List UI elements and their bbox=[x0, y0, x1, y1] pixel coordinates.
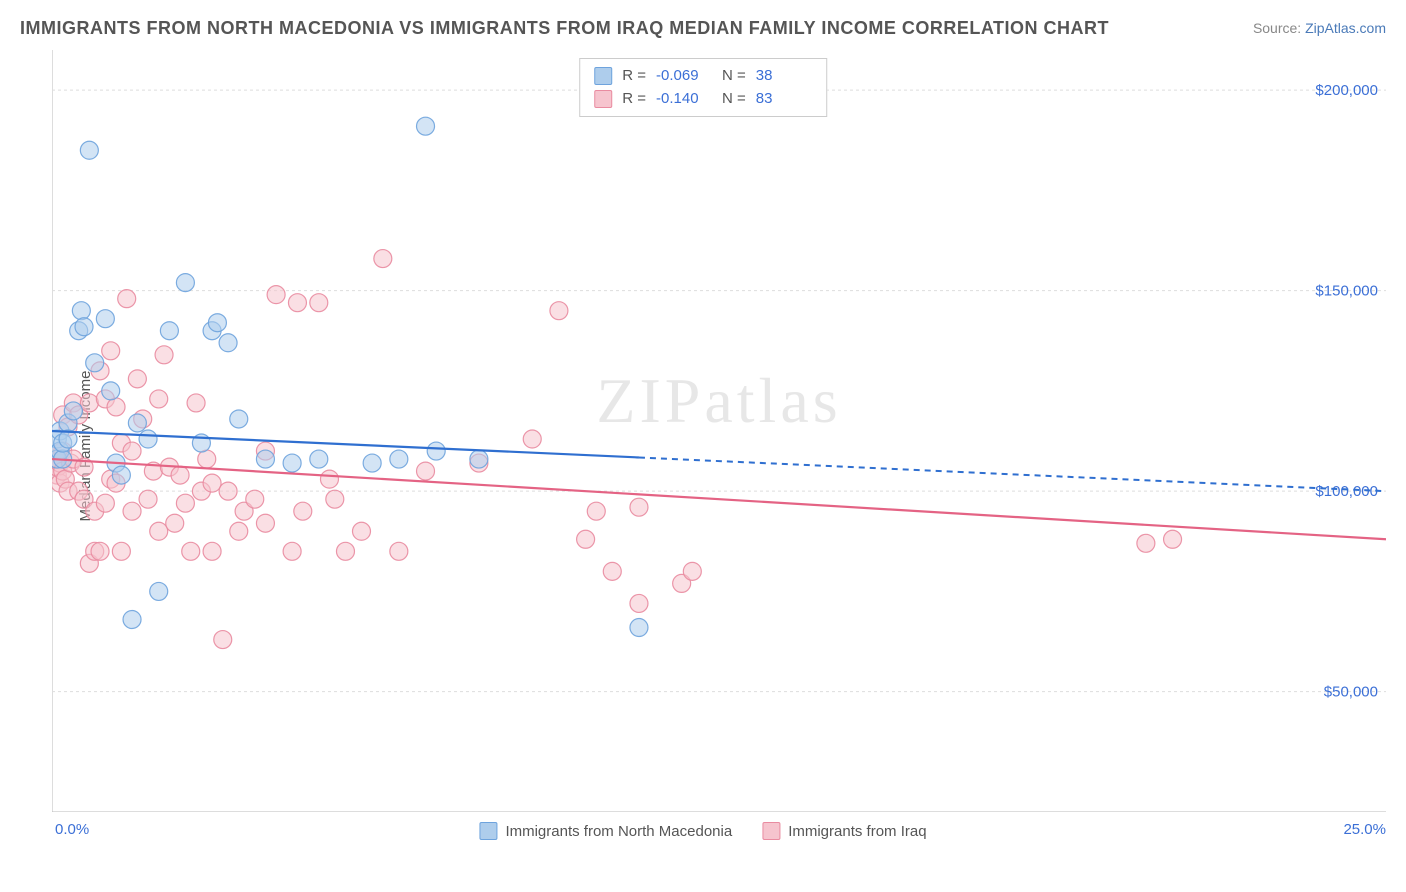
legend-item-b: Immigrants from Iraq bbox=[762, 822, 926, 840]
r-label-a: R = bbox=[622, 65, 646, 88]
swatch-b-bottom bbox=[762, 822, 780, 840]
chart-title: IMMIGRANTS FROM NORTH MACEDONIA VS IMMIG… bbox=[20, 18, 1109, 39]
legend-label-b: Immigrants from Iraq bbox=[788, 823, 926, 840]
r-label-b: R = bbox=[622, 88, 646, 111]
swatch-a bbox=[594, 67, 612, 85]
correlation-legend: R = -0.069 N = 38 R = -0.140 N = 83 bbox=[579, 58, 827, 117]
x-axis-min-label: 0.0% bbox=[55, 821, 89, 838]
svg-text:$200,000: $200,000 bbox=[1315, 82, 1378, 99]
n-value-a: 38 bbox=[756, 65, 812, 88]
plot-area: $50,000$100,000$150,000$200,000 ZIPatlas bbox=[52, 50, 1386, 812]
legend-row-a: R = -0.069 N = 38 bbox=[594, 65, 812, 88]
legend-label-a: Immigrants from North Macedonia bbox=[505, 823, 732, 840]
series-legend: Immigrants from North Macedonia Immigran… bbox=[479, 822, 926, 840]
correlation-chart: IMMIGRANTS FROM NORTH MACEDONIA VS IMMIG… bbox=[0, 0, 1406, 892]
legend-row-b: R = -0.140 N = 83 bbox=[594, 88, 812, 111]
svg-text:$150,000: $150,000 bbox=[1315, 283, 1378, 300]
swatch-a-bottom bbox=[479, 822, 497, 840]
source-link[interactable]: ZipAtlas.com bbox=[1305, 20, 1386, 36]
x-axis-max-label: 25.0% bbox=[1343, 821, 1386, 838]
plot-svg: $50,000 $100,000 $150,000 $200,000 bbox=[52, 50, 1386, 812]
source-label: Source: bbox=[1253, 20, 1305, 36]
n-label-a: N = bbox=[722, 65, 746, 88]
r-value-b: -0.140 bbox=[656, 88, 712, 111]
legend-item-a: Immigrants from North Macedonia bbox=[479, 822, 732, 840]
n-value-b: 83 bbox=[756, 88, 812, 111]
svg-text:$50,000: $50,000 bbox=[1324, 684, 1378, 701]
swatch-b bbox=[594, 90, 612, 108]
r-value-a: -0.069 bbox=[656, 65, 712, 88]
n-label-b: N = bbox=[722, 88, 746, 111]
svg-text:$100,000: $100,000 bbox=[1315, 483, 1378, 500]
source-attribution: Source: ZipAtlas.com bbox=[1253, 20, 1386, 36]
